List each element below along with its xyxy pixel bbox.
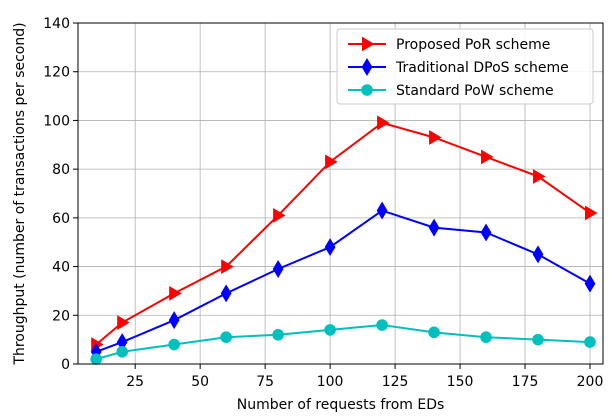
x-tick-label: 75 [256,374,274,390]
data-point [377,115,390,131]
y-tick-label: 120 [43,65,70,81]
legend-swatch-marker [362,36,375,52]
y-tick-label: 140 [43,16,70,32]
y-tick-label: 100 [43,113,70,129]
data-point [220,284,232,303]
x-tick-label: 25 [126,374,144,390]
x-tick-label: 125 [382,374,409,390]
series-line [95,209,591,353]
data-point [221,259,234,274]
y-axis-label: Throughput (number of transactions per s… [12,22,28,365]
data-point [169,285,182,301]
axis-ticks: 25 50 75 100 125 150 175 200 0 20 40 60 80 100 120 140 [43,16,603,390]
data-point [584,336,596,348]
data-point [116,346,128,358]
series-line [95,121,591,346]
y-tick-label: 60 [52,211,70,227]
data-point [533,169,546,184]
x-tick-label: 200 [577,374,604,390]
legend-swatch-marker [361,58,373,76]
y-tick-label: 20 [52,308,70,324]
legend-swatch-marker [361,84,373,96]
data-point [480,223,492,242]
data-point [168,311,180,330]
legend-entry: Traditional DPoS scheme [348,58,569,76]
legend-label: Traditional DPoS scheme [395,60,569,76]
data-point [272,260,284,278]
data-point [585,205,598,221]
x-tick-label: 150 [447,374,474,390]
legend-entry: Standard PoW scheme [348,83,554,99]
plot-frame [77,22,604,365]
y-tick-label: 80 [52,162,70,178]
data-point [168,338,180,351]
legend-entry: Proposed PoR scheme [348,36,550,53]
y-tick-label: 0 [61,357,70,373]
legend-box [336,28,594,105]
data-point [324,324,336,336]
data-point [376,319,388,331]
data-point [532,245,544,264]
data-point [376,201,388,220]
data-point [532,333,544,346]
data-point [325,154,338,170]
series-1 [91,115,598,352]
data-point [428,218,440,237]
series-2 [90,201,596,361]
x-tick-label: 175 [512,374,539,390]
legend-label: Standard PoW scheme [396,83,554,99]
series-layer [90,115,598,365]
data-point [272,328,284,341]
data-point [324,238,336,257]
data-point [584,274,596,293]
data-point [220,331,232,344]
legend: Proposed PoR scheme Traditional DPoS sche… [336,28,594,105]
x-tick-label: 100 [317,374,344,390]
data-point [481,149,494,165]
series-3 [90,319,596,365]
data-point [429,130,442,145]
data-point [117,315,130,330]
x-axis-label: Number of requests from EDs [237,397,445,413]
data-point [428,326,440,339]
x-tick-label: 50 [191,374,209,390]
data-point [480,331,492,344]
data-point [90,353,102,365]
legend-label: Proposed PoR scheme [396,37,550,53]
data-point [273,208,286,223]
y-tick-label: 40 [52,260,70,276]
